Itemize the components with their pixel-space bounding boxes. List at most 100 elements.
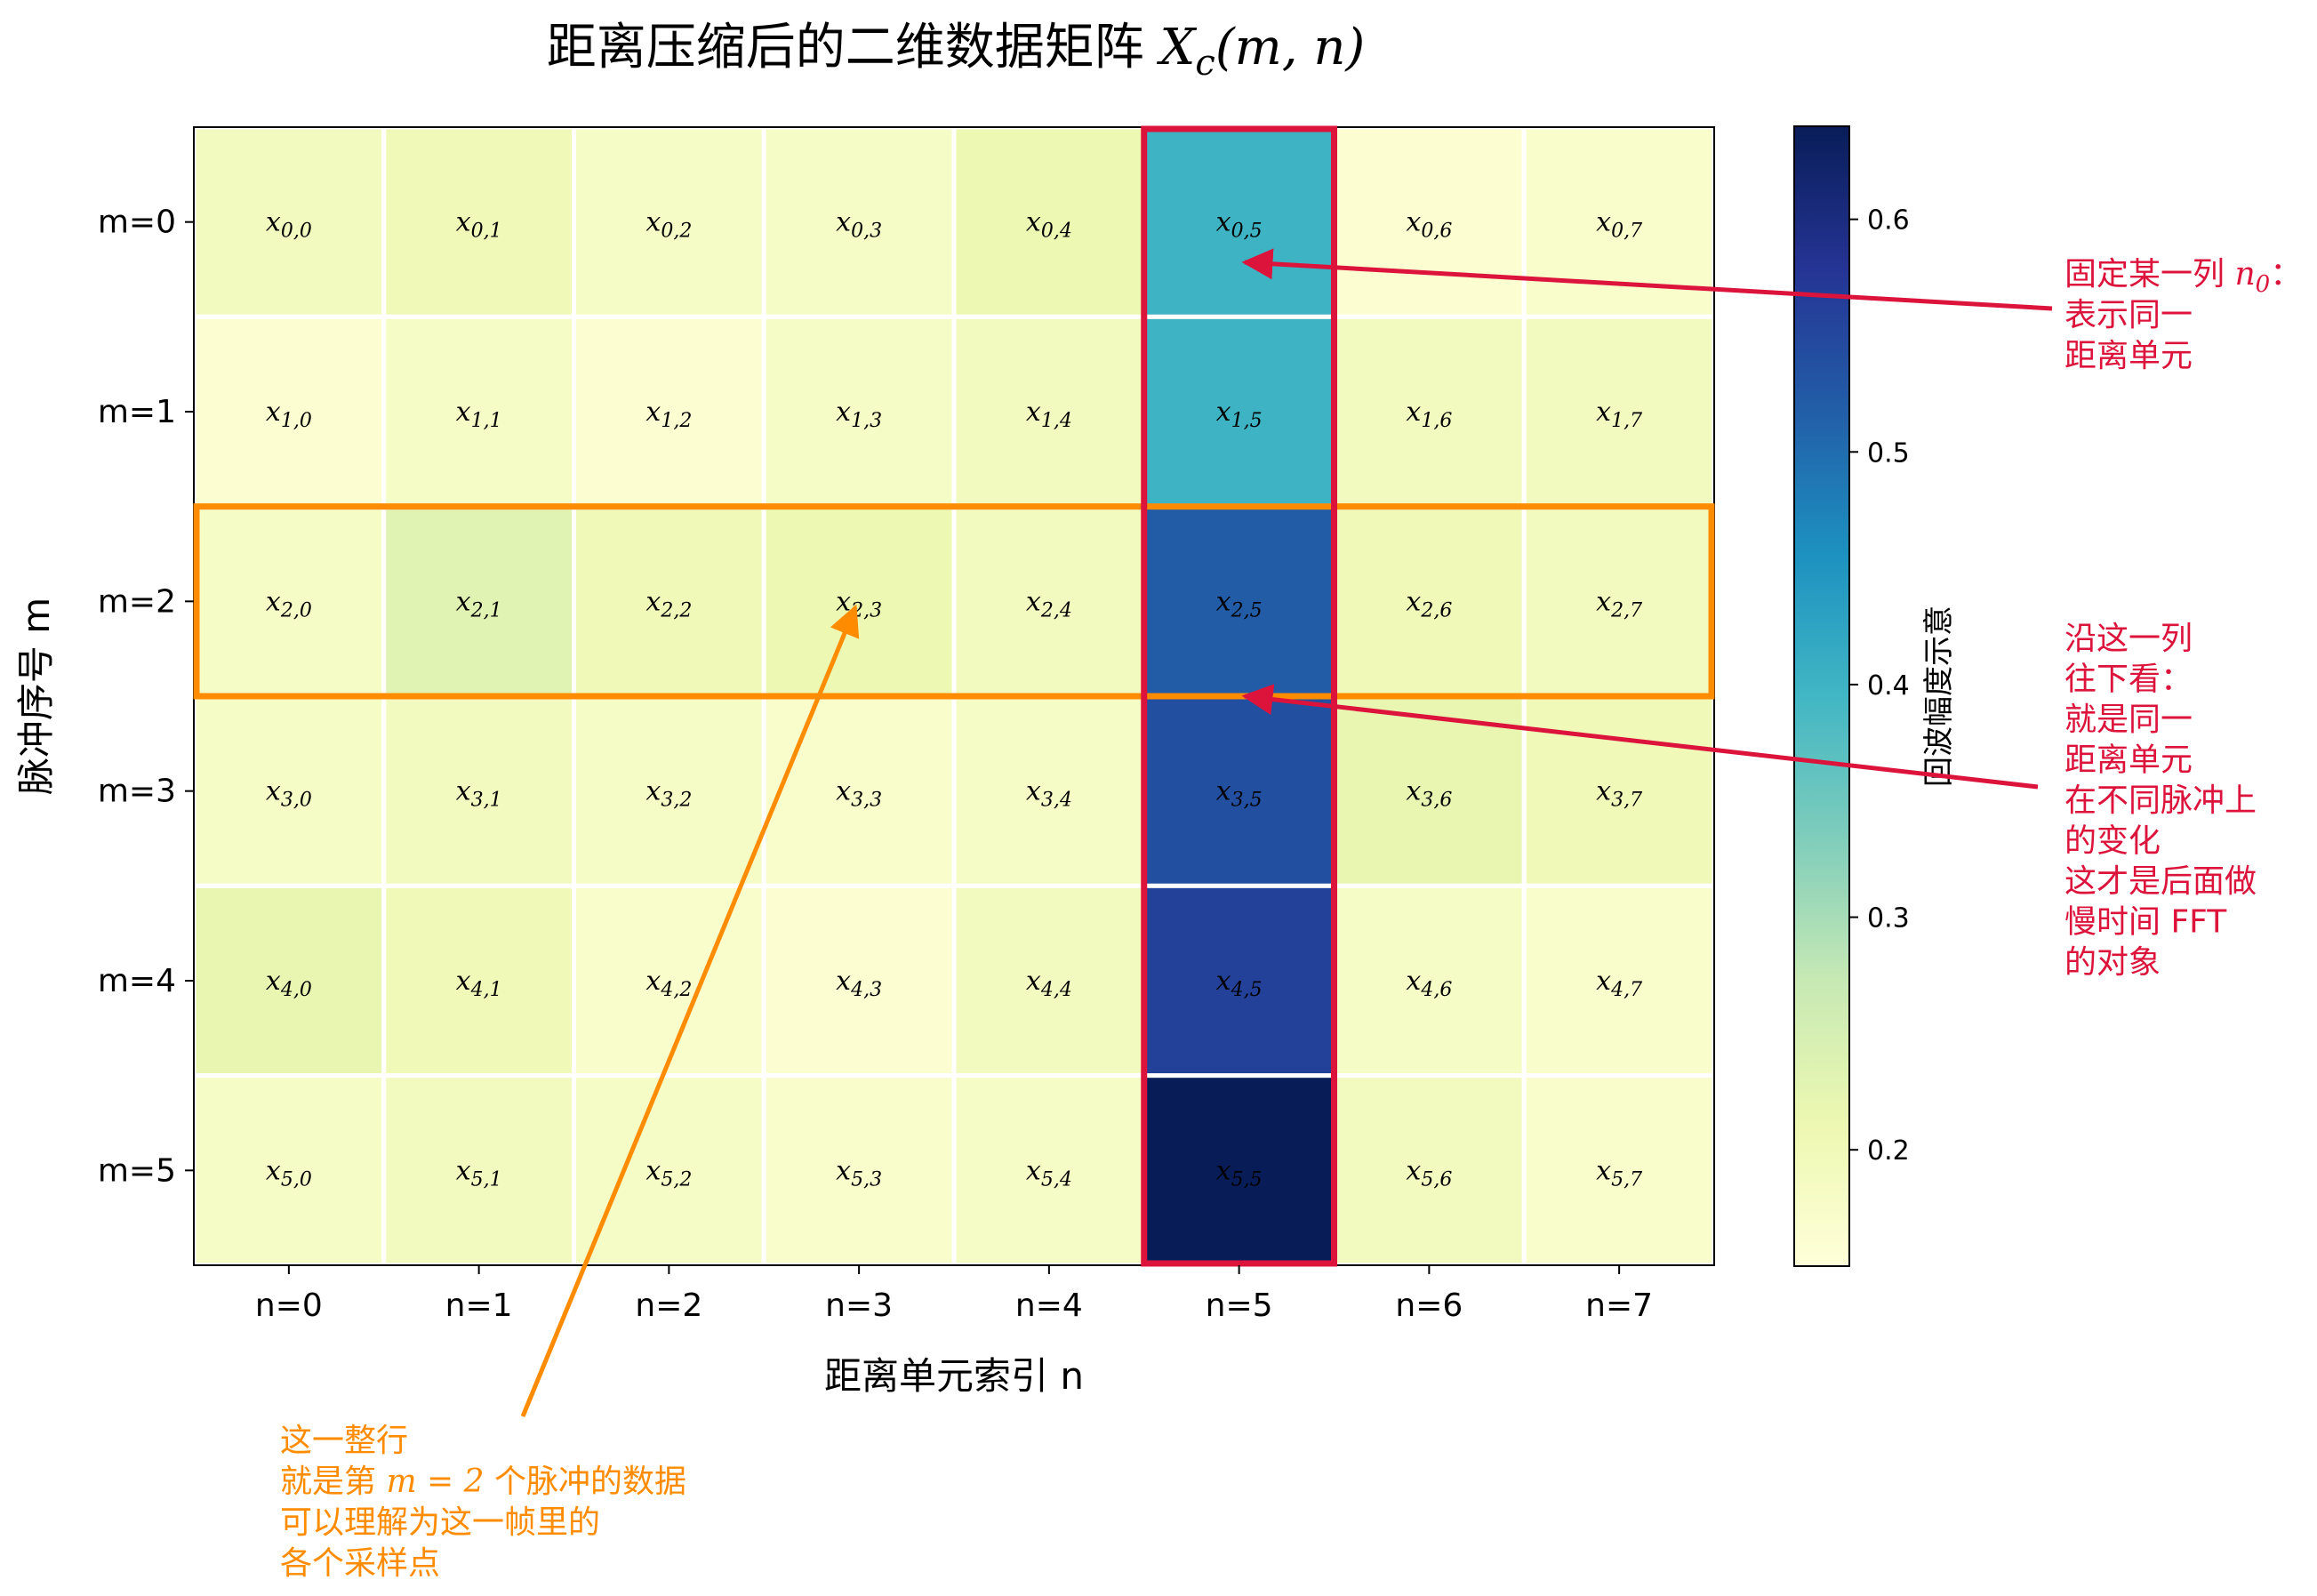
heatmap-cell: [1332, 504, 1527, 699]
cell-label: x3,5: [1216, 776, 1263, 812]
annotation-row-line3: 可以理解为这一帧里的: [280, 1504, 600, 1541]
highlight-column-box: [1141, 125, 1337, 1267]
annotation-column-side-line: 的变化: [2064, 823, 2161, 860]
y-tick-label: m=1: [98, 394, 176, 430]
cell-label: x0,3: [836, 207, 882, 243]
colorbar-tick-label: 0.3: [1867, 903, 1910, 934]
heatmap-cell: [761, 314, 957, 509]
x-tick-label: n=6: [1395, 1287, 1463, 1324]
cell-label: x1,7: [1596, 397, 1642, 432]
annotation-column-side-line: 就是同一: [2064, 702, 2193, 738]
colorbar: [1793, 125, 1850, 1267]
cell-label: x0,2: [645, 207, 692, 243]
x-tick-label: n=4: [1015, 1287, 1083, 1324]
cell-label: x0,5: [1216, 207, 1263, 243]
chart-title-math-args: (m, n): [1215, 19, 1365, 76]
annotation-column-side-line: 慢时间 FFT: [2064, 904, 2227, 941]
heatmap-cell: [381, 1073, 576, 1268]
cell-label: x4,1: [456, 966, 502, 1001]
x-tick-label: n=5: [1206, 1287, 1273, 1324]
heatmap-cell: [951, 504, 1147, 699]
cell-label: x1,4: [1026, 397, 1072, 432]
heatmap-cell: [572, 504, 766, 699]
y-tick-label: m=3: [98, 774, 176, 810]
annotation-row-line2: 就是第 m = 2 个脉冲的数据: [280, 1464, 686, 1500]
cell-label: x4,2: [645, 966, 692, 1001]
cell-label: x0,4: [1026, 207, 1072, 243]
cell-label: x2,5: [1216, 586, 1263, 622]
cell-label: x5,7: [1596, 1155, 1642, 1191]
cell-label: x1,5: [1216, 397, 1263, 432]
annotation-column-side-line: 这才是后面做: [2064, 863, 2257, 900]
cell-label: x5,1: [456, 1155, 502, 1191]
cell-label: x3,1: [456, 776, 502, 812]
annotation-column-top: 固定某一列 n0： 表示同一 距离单元: [2064, 256, 2313, 374]
cell-label: x5,6: [1406, 1155, 1452, 1191]
colorbar-tick-label: 0.2: [1867, 1135, 1910, 1167]
x-tick-label: n=2: [635, 1287, 702, 1324]
chart-title-math-sub: c: [1195, 43, 1215, 84]
cell-label: x3,3: [836, 776, 882, 812]
heatmap-cell: [761, 883, 957, 1079]
x-axis-label: 距离单元索引 n: [824, 1354, 1084, 1398]
colorbar-ticks: 0.2 0.3 0.4 0.5 0.6: [1849, 205, 1910, 1167]
cell-label: x2,6: [1406, 586, 1452, 622]
cell-label: x4,0: [266, 966, 312, 1001]
heatmap-cell: [1521, 1073, 1717, 1268]
cell-label: x5,4: [1026, 1155, 1072, 1191]
heatmap-cell: [1521, 314, 1717, 509]
cell-label: x3,6: [1406, 776, 1452, 812]
annotation-column-side-line: 在不同脉冲上: [2064, 782, 2257, 819]
x-tick-label: n=1: [445, 1287, 513, 1324]
heatmap-cell: [951, 1073, 1147, 1268]
heatmap-cell: [1332, 883, 1527, 1079]
cell-label: x3,7: [1596, 776, 1642, 812]
cell-label: x0,0: [266, 207, 312, 243]
heatmap-cell: [1521, 883, 1717, 1079]
colorbar-label: 回波幅度示意: [1921, 606, 1957, 787]
cell-label: x5,5: [1216, 1155, 1263, 1191]
cell-label: x5,0: [266, 1155, 312, 1191]
heatmap-cell: [951, 694, 1147, 888]
cell-label: x2,0: [266, 586, 312, 622]
annotation-column-side-line: 往下看：: [2064, 662, 2193, 698]
chart-title-math: X: [1157, 19, 1198, 76]
annotation-row-line4: 各个采样点: [280, 1545, 440, 1582]
cell-label: x2,7: [1596, 586, 1642, 622]
heatmap-cell: [761, 504, 957, 699]
y-tick-label: m=0: [98, 205, 176, 241]
colorbar-tick-label: 0.4: [1867, 670, 1910, 702]
heatmap-cell: [381, 314, 576, 509]
heatmap-cell: [1142, 314, 1336, 509]
x-tick-label: n=3: [825, 1287, 893, 1324]
annotation-row: 这一整行 就是第 m = 2 个脉冲的数据 可以理解为这一帧里的 各个采样点: [280, 1423, 696, 1582]
chart-title: 距离压缩后的二维数据矩阵 Xc(m, n): [547, 19, 1366, 84]
cell-label: x4,3: [836, 966, 882, 1001]
cell-label: x0,1: [456, 207, 502, 243]
chart-title-text: 距离压缩后的二维数据矩阵: [547, 19, 1160, 76]
cell-label: x1,2: [645, 397, 692, 432]
heatmap-cell: [381, 504, 576, 699]
arrow-row: [520, 604, 860, 1417]
heatmap-cell: [572, 1073, 766, 1268]
annotation-column-side: 沿这一列往下看： 就是同一距离单元在不同脉冲上的变化这才是后面做慢时间 FFT 的对…: [2064, 621, 2257, 981]
y-tick-label: m=4: [98, 963, 176, 999]
y-tick-label: m=5: [98, 1152, 176, 1189]
x-tick-label: n=0: [255, 1287, 323, 1324]
heatmap-cell: [191, 124, 387, 319]
heatmap-cell: [1142, 1073, 1336, 1268]
cell-label: x1,6: [1406, 397, 1452, 432]
annotation-column-side-line: 距离单元: [2064, 742, 2193, 779]
heatmap-cell: [761, 694, 957, 888]
annotation-column-side-line: 的对象: [2064, 944, 2161, 981]
cell-label: x4,4: [1026, 966, 1072, 1001]
colorbar-tick-label: 0.5: [1867, 437, 1910, 469]
cell-label: x4,5: [1216, 966, 1263, 1001]
arrow-column-top: [1241, 248, 2053, 311]
x-axis-ticks: n=0 n=1 n=2 n=3 n=4 n=5 n=6 n=7: [255, 1265, 1653, 1324]
cell-label: x2,1: [456, 586, 502, 622]
annotation-column-top-line1: 固定某一列 n0：: [2064, 256, 2302, 298]
highlight-row-box: [193, 503, 1715, 700]
cell-label: x1,0: [266, 397, 312, 432]
